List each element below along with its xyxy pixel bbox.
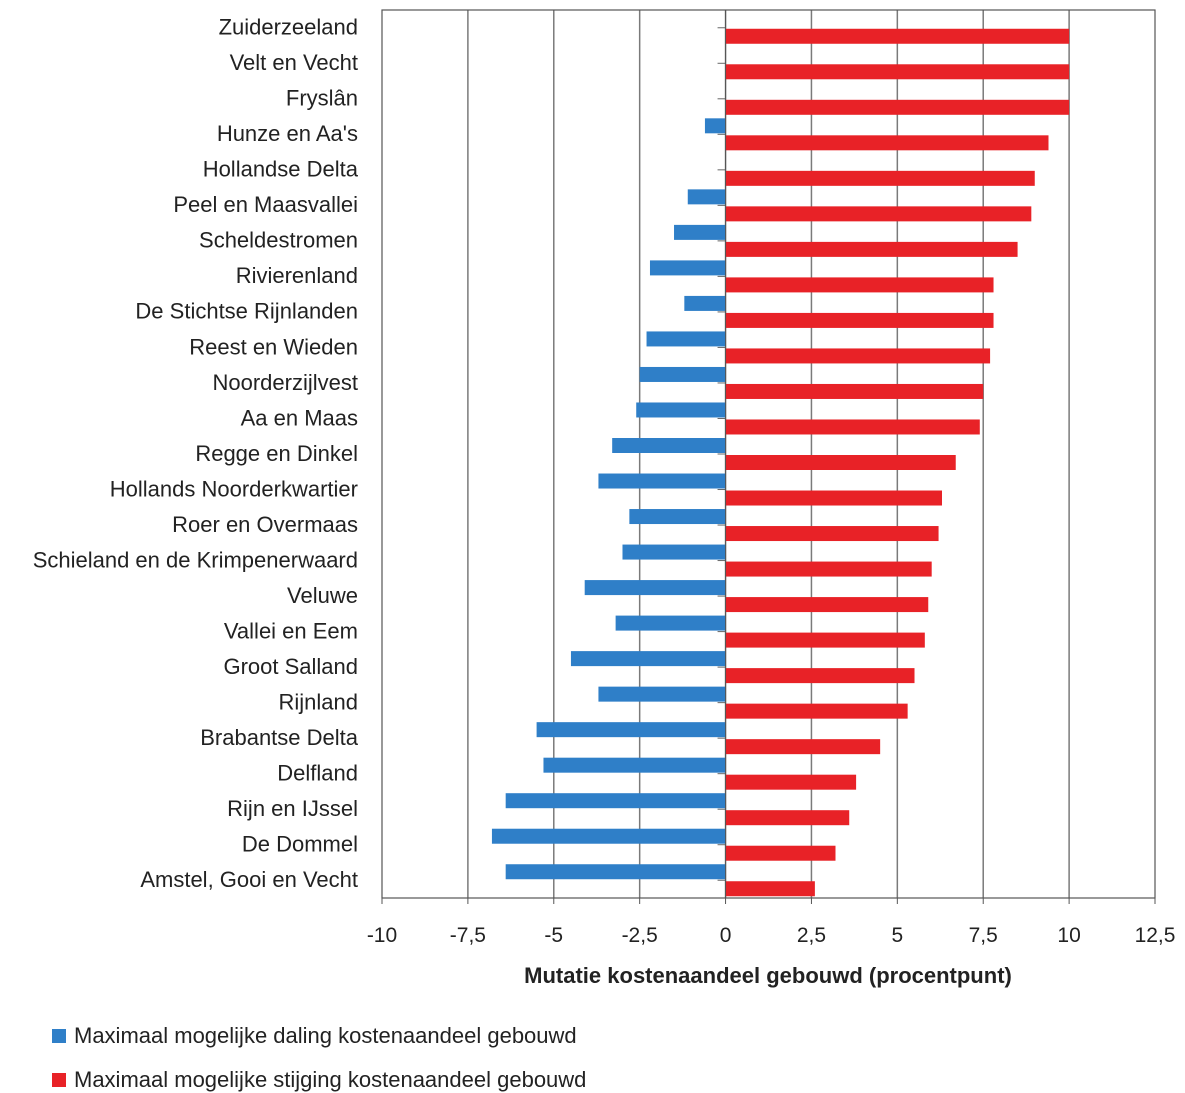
legend-label-increase: Maximaal mogelijke stijging kostenaandee… [74,1067,587,1092]
bar-decrease [622,544,726,560]
category-label: Hollandse Delta [203,157,359,182]
bar-increase [725,455,956,470]
bar-decrease [639,366,726,382]
bar-increase [725,312,994,328]
bar-increase [725,632,925,648]
bar-increase [725,28,1070,44]
x-tick-label: 7,5 [969,924,998,947]
bar-increase [725,703,908,719]
category-label: De Dommel [242,832,358,857]
x-tick-label: 12,5 [1135,924,1176,947]
bar-increase [725,526,939,542]
category-label: Noorderzijlvest [213,370,359,395]
bar-decrease [598,473,726,489]
category-label: Amstel, Gooi en Vecht [140,867,358,892]
bar-increase [725,881,815,897]
bar-decrease [649,260,726,276]
bar-decrease [505,864,726,880]
bar-increase [725,241,1018,257]
bar-increase [725,774,857,790]
category-label: Rijn en IJssel [227,796,358,821]
bar-decrease [543,757,726,773]
bar-increase [725,206,1032,222]
category-label: Vallei en Eem [224,618,358,643]
category-label: Aa en Maas [241,405,358,430]
bar-decrease [636,402,726,418]
bar-increase [725,99,1070,115]
category-label: Brabantse Delta [200,725,359,750]
legend-swatch-decrease [52,1029,66,1043]
bar-decrease [684,295,726,311]
x-tick-label: 5 [891,924,903,947]
x-tick-label: 0 [720,924,732,947]
category-label: Veluwe [287,583,358,608]
plot-frame [381,9,1156,904]
legend-swatch-increase [52,1073,66,1087]
category-label: Regge en Dinkel [195,441,358,466]
bar-decrease [615,615,726,631]
x-tick-label: -5 [544,924,563,947]
legend-item-decrease: Maximaal mogelijke daling kostenaandeel … [52,1023,577,1049]
bar-decrease [612,438,726,453]
bar-decrease [536,722,726,738]
category-label: Peel en Maasvallei [173,192,358,217]
bar-increase [725,810,850,826]
category-label: Rijnland [279,689,359,714]
bar-decrease [646,331,726,347]
category-label: Roer en Overmaas [172,512,358,537]
category-label: Scheldestromen [199,228,358,253]
bars [491,28,1070,897]
bar-increase [725,668,915,684]
category-label: Fryslân [286,86,358,111]
bar-increase [725,739,881,755]
bar-increase [725,845,836,861]
x-tick-label: 2,5 [797,924,826,947]
category-label: Schieland en de Krimpenerwaard [33,547,358,572]
x-tick-label: -7,5 [450,924,486,947]
bar-decrease [674,224,726,240]
x-axis-title: Mutatie kostenaandeel gebouwd (procentpu… [524,963,1012,988]
plot-border [381,9,1156,899]
bar-decrease [584,580,726,596]
bar-increase [725,170,1035,186]
bar-increase [725,490,942,506]
category-label: Groot Salland [223,654,358,679]
bar-increase [725,277,994,293]
category-label: De Stichtse Rijnlanden [135,299,358,324]
bar-decrease [704,118,726,134]
bar-decrease [505,793,726,809]
category-label: Delfland [277,760,358,785]
bar-increase [725,135,1049,151]
x-tick-label: -2,5 [622,924,658,947]
x-tick-label: 10 [1057,924,1080,947]
bar-increase [725,348,991,364]
category-label: Zuiderzeeland [219,15,358,40]
category-label: Rivierenland [236,263,358,288]
category-label: Reest en Wieden [189,334,358,359]
bar-decrease [570,651,726,667]
bar-decrease [629,509,726,525]
category-label: Hollands Noorderkwartier [110,476,358,501]
bar-decrease [687,189,726,205]
bar-increase [725,419,980,435]
category-label: Velt en Vecht [230,50,358,75]
legend-item-increase: Maximaal mogelijke stijging kostenaandee… [52,1067,586,1093]
x-tick-labels: -10 -7,5 -5 -2,5 0 2,5 5 7,5 10 12,5 [367,924,1176,947]
bar-increase [725,561,932,577]
bar-decrease [491,828,726,844]
category-label: Hunze en Aa's [217,121,358,146]
legend-label-decrease: Maximaal mogelijke daling kostenaandeel … [74,1023,577,1048]
bar-increase [725,597,929,613]
bar-increase [725,383,984,399]
bar-decrease [598,686,726,702]
x-tick-label: -10 [367,924,397,947]
category-labels: Zuiderzeeland Velt en Vecht Fryslân Hunze e… [33,15,359,892]
bar-increase [725,64,1070,80]
